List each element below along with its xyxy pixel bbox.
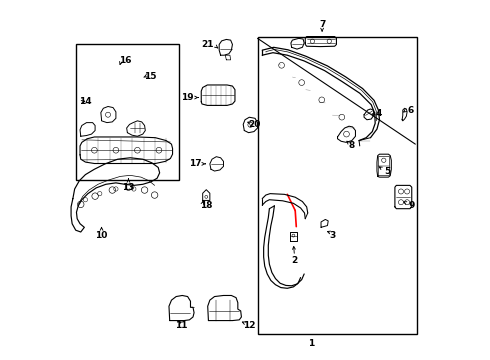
Bar (258, 37, 417, 334)
Bar (76, 44, 179, 180)
Text: 14: 14 (79, 97, 92, 106)
Text: 3: 3 (329, 231, 336, 240)
Text: 10: 10 (96, 231, 108, 240)
Text: 11: 11 (175, 321, 188, 330)
Text: 2: 2 (292, 256, 297, 265)
Text: 5: 5 (384, 167, 391, 176)
Text: 6: 6 (408, 105, 414, 114)
Text: 16: 16 (119, 57, 131, 66)
Text: 18: 18 (200, 201, 213, 210)
Text: 20: 20 (248, 120, 261, 129)
Text: 15: 15 (144, 72, 156, 81)
Text: 7: 7 (319, 19, 325, 28)
Text: 19: 19 (181, 93, 194, 102)
Text: 8: 8 (349, 141, 355, 150)
Text: 4: 4 (376, 109, 382, 118)
Text: 9: 9 (408, 201, 415, 210)
Text: 13: 13 (122, 183, 135, 192)
Text: 1: 1 (308, 339, 315, 348)
Text: 21: 21 (201, 40, 214, 49)
Text: 17: 17 (189, 159, 201, 168)
Text: 12: 12 (243, 321, 256, 330)
